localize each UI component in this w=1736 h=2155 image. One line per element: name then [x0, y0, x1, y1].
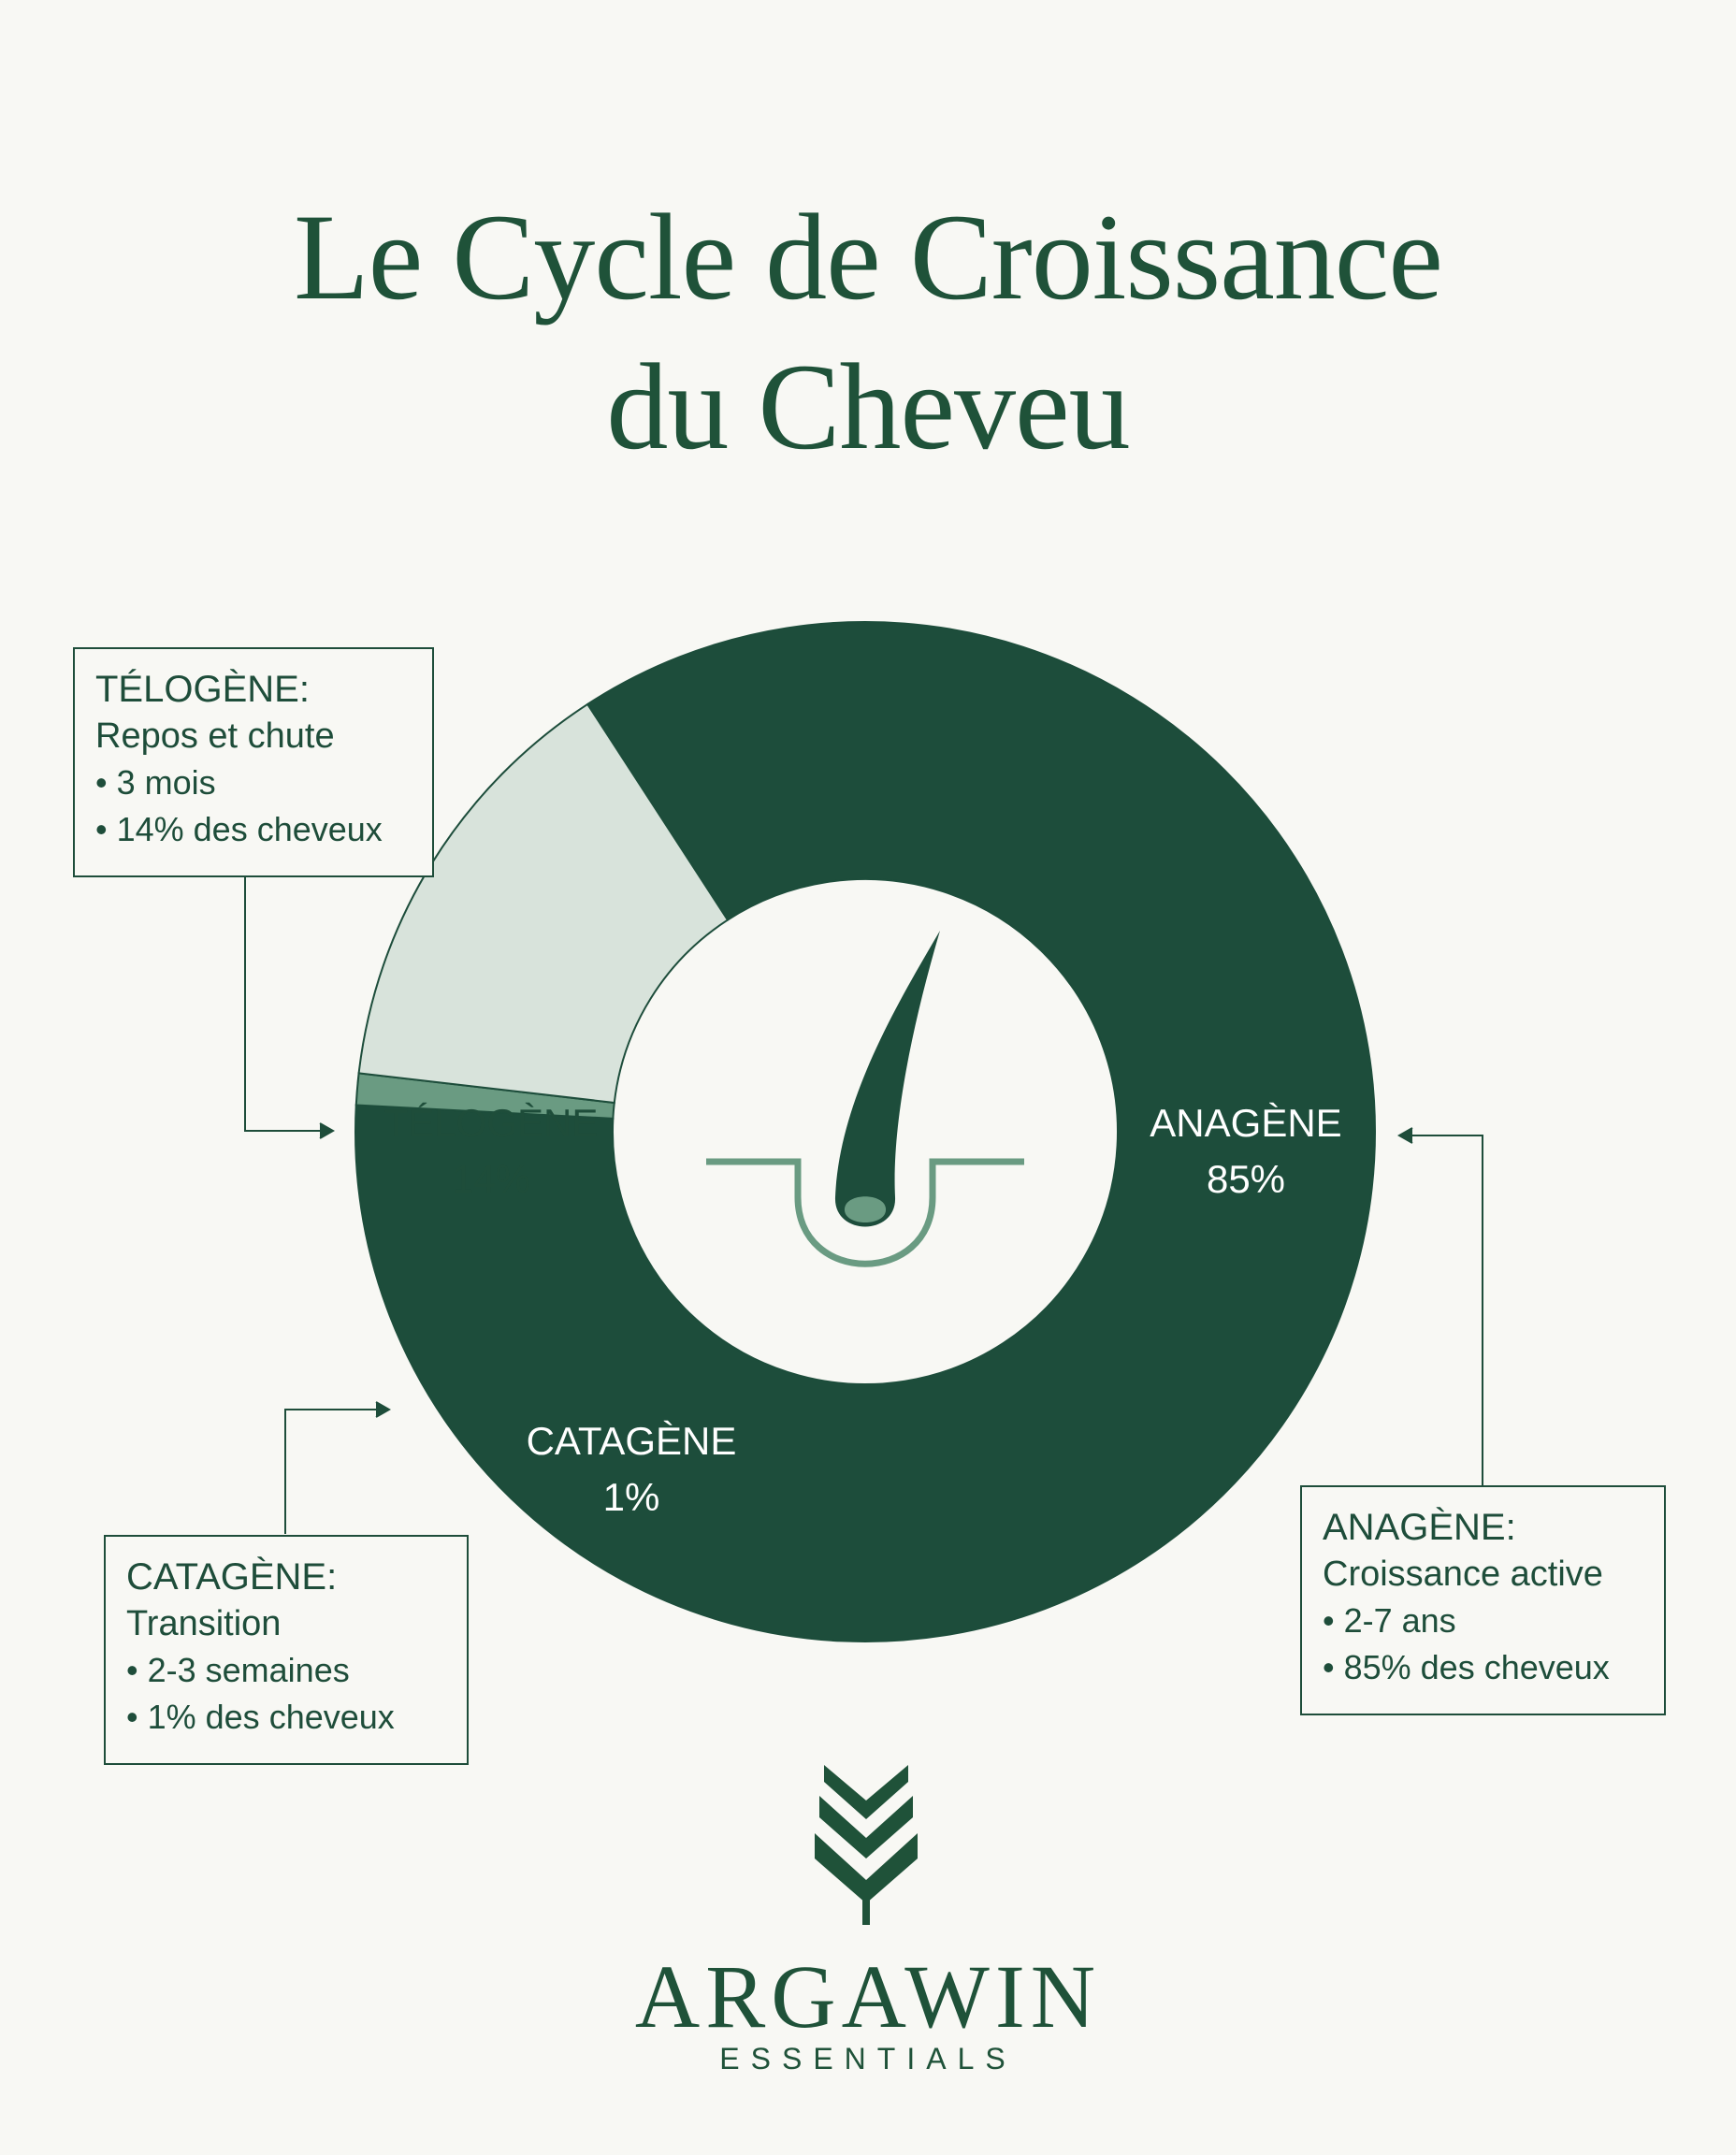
title-line-1: Le Cycle de Croissance [294, 188, 1443, 325]
brand-tagline: ESSENTIALS [719, 2042, 1017, 2075]
anagene-connector [1396, 1127, 1483, 1485]
slice-value-label: 1% [603, 1475, 660, 1519]
chevron-leaf-icon [815, 1765, 918, 1925]
chart-slices [354, 621, 1376, 1642]
page-title: Le Cycle de Croissance du Cheveu [0, 182, 1736, 482]
chart-labels: ANAGÈNE 85% CATAGÈNE 1% TÉLOGÈNE 14% [384, 1101, 1342, 1519]
slice-label: CATAGÈNE [527, 1419, 737, 1463]
callout-bullet: 3 mois [95, 759, 412, 806]
slice-télogène [357, 702, 730, 1105]
title-line-2: du Cheveu [606, 338, 1130, 475]
brand-name: ARGAWIN [634, 1946, 1102, 2047]
callout-bullet: 2-3 semaines [126, 1647, 446, 1694]
callout-bullet: 1% des cheveux [126, 1694, 446, 1741]
callout-subtitle: Transition [126, 1604, 282, 1643]
slice-anagène [354, 621, 1376, 1642]
slice-label: ANAGÈNE [1150, 1101, 1341, 1145]
telogene-callout: TÉLOGÈNE: Repos et chute 3 mois 14% des … [73, 647, 434, 877]
anagene-callout: ANAGÈNE: Croissance active 2-7 ans 85% d… [1300, 1485, 1666, 1715]
slice-value-label: 14% [452, 1157, 530, 1201]
callout-heading: TÉLOGÈNE: [95, 669, 310, 710]
hair-follicle-icon [706, 931, 1024, 1267]
callout-subtitle: Croissance active [1323, 1555, 1603, 1594]
catagene-connector [284, 1401, 392, 1534]
slice-value-label: 85% [1207, 1157, 1285, 1201]
callout-subtitle: Repos et chute [95, 716, 335, 756]
callout-bullet: 2-7 ans [1323, 1598, 1643, 1644]
slice-label: TÉLOGÈNE [384, 1101, 599, 1145]
callout-bullet: 85% des cheveux [1323, 1644, 1643, 1691]
callout-heading: ANAGÈNE: [1323, 1507, 1516, 1548]
callout-bullet: 14% des cheveux [95, 806, 412, 853]
catagene-callout: CATAGÈNE: Transition 2-3 semaines 1% des… [104, 1535, 469, 1765]
callout-heading: CATAGÈNE: [126, 1556, 338, 1598]
telogene-connector [244, 874, 336, 1139]
